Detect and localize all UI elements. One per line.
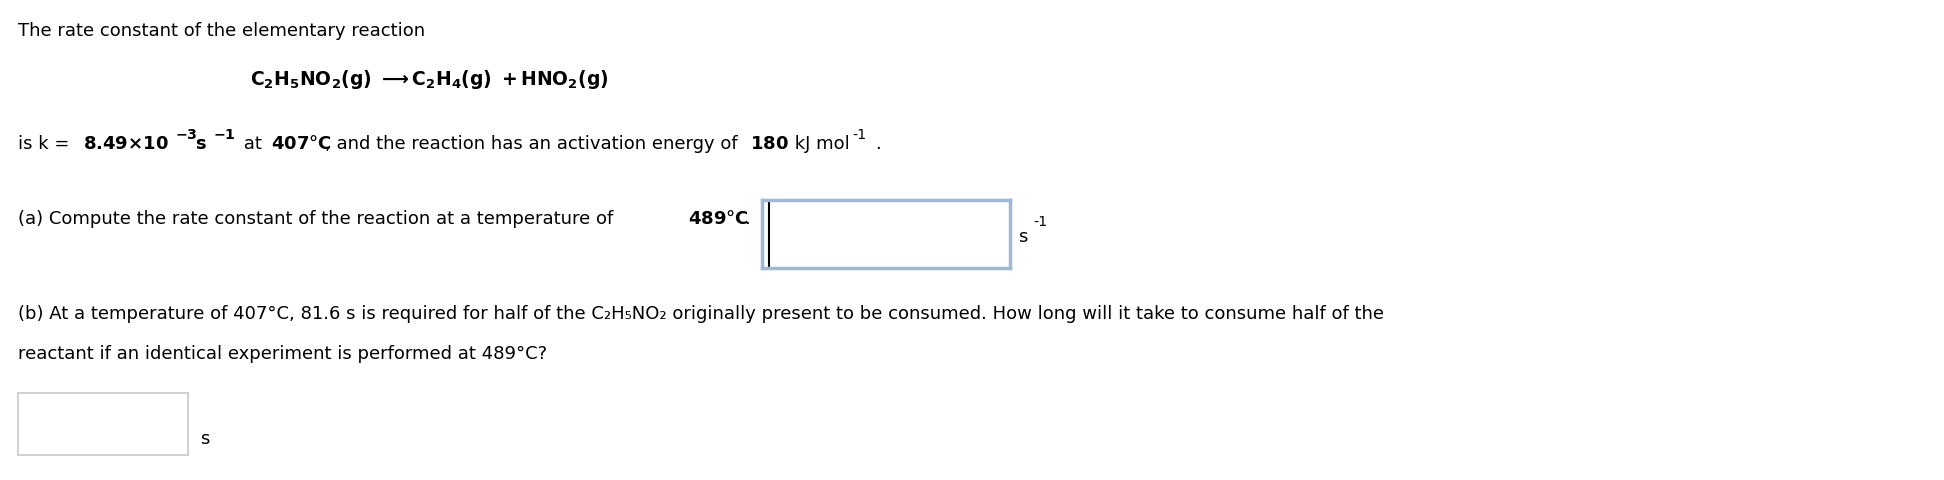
- Text: .: .: [875, 135, 881, 153]
- Text: The rate constant of the elementary reaction: The rate constant of the elementary reac…: [17, 22, 426, 40]
- Text: $\mathbf{180}$: $\mathbf{180}$: [750, 135, 789, 153]
- Text: $\mathbf{407°C}$: $\mathbf{407°C}$: [270, 135, 332, 153]
- Text: reactant if an identical experiment is performed at 489°C?: reactant if an identical experiment is p…: [17, 345, 546, 363]
- Text: , and the reaction has an activation energy of: , and the reaction has an activation ene…: [325, 135, 743, 153]
- Text: .: .: [745, 210, 750, 228]
- Text: (b) At a temperature of 407°C, 81.6 s is required for half of the C₂H₅NO₂ origin: (b) At a temperature of 407°C, 81.6 s is…: [17, 305, 1384, 323]
- Text: s: s: [1019, 228, 1026, 246]
- Text: $\mathbf{C_2H_5NO_2(g)\ \longrightarrow C_2H_4(g)\ +HNO_2(g)}$: $\mathbf{C_2H_5NO_2(g)\ \longrightarrow …: [251, 68, 608, 91]
- Text: is k =: is k =: [17, 135, 76, 153]
- Text: at: at: [237, 135, 268, 153]
- Text: -1: -1: [1032, 215, 1048, 229]
- Text: $\mathbf{489°C}$: $\mathbf{489°C}$: [688, 210, 748, 228]
- Text: (a) Compute the rate constant of the reaction at a temperature of: (a) Compute the rate constant of the rea…: [17, 210, 618, 228]
- Text: kJ mol: kJ mol: [789, 135, 850, 153]
- Text: -1: -1: [851, 128, 867, 142]
- Text: s: s: [200, 430, 210, 448]
- Text: $\mathbf{-3}$: $\mathbf{-3}$: [175, 128, 198, 142]
- Text: $\mathbf{-1}$: $\mathbf{-1}$: [214, 128, 235, 142]
- Text: $\mathbf{8.49{\times}10}$: $\mathbf{8.49{\times}10}$: [84, 135, 169, 153]
- Text: $\mathbf{s}$: $\mathbf{s}$: [194, 135, 206, 153]
